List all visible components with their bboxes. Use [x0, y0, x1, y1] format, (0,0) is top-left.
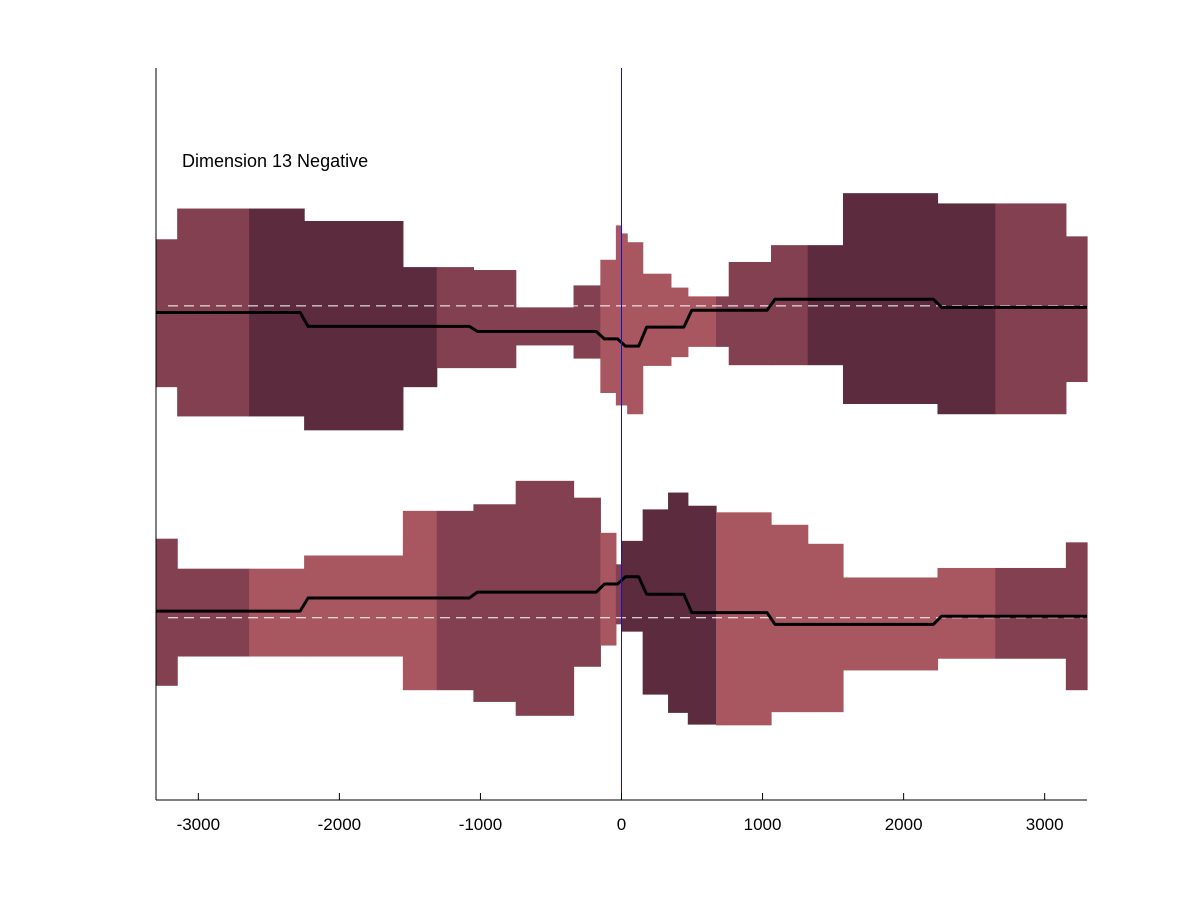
axes-layer: -3000 -2000 -1000 0 1000 2000 3000 [155, 68, 1087, 834]
band-1-segment [807, 245, 844, 366]
band-1-segment [615, 225, 623, 406]
band-2-segment [621, 540, 644, 632]
band-2-segment [687, 505, 717, 725]
band-1-segment [670, 287, 689, 358]
band-1-segment [473, 270, 517, 369]
band-1-segment [728, 261, 772, 366]
band-1-segment [515, 307, 575, 346]
x-tick-label: 0 [617, 815, 626, 834]
band-2-segment [937, 567, 996, 659]
band-2-segment [615, 564, 623, 625]
band-2-segment [573, 497, 601, 667]
band-1-segment [771, 245, 809, 366]
x-tick-label: -3000 [177, 815, 220, 834]
band-2-segment [600, 532, 617, 646]
band-1-segment [621, 233, 628, 406]
x-tick-label: -2000 [318, 815, 361, 834]
band-1-trend-line [156, 297, 1087, 348]
band-2-segment [436, 510, 474, 691]
band-2-segment [771, 524, 809, 713]
band-1-segment [1065, 236, 1088, 383]
band-2 [156, 480, 1088, 726]
band-2-segment [402, 510, 438, 691]
band-1-segment [627, 242, 644, 415]
band-1-segment [642, 273, 672, 366]
band-2-segment [515, 480, 575, 716]
x-tick-label: 3000 [1026, 815, 1064, 834]
band-2-segment [716, 512, 772, 726]
band-1-segment [716, 296, 730, 347]
x-tick-label: 2000 [885, 815, 923, 834]
chart-annotation: Dimension 13 Negative [182, 151, 368, 171]
band-1-segment [687, 296, 717, 347]
band-1-segment [600, 259, 617, 393]
band-2-trend-line [156, 575, 1087, 626]
band-1-segment [436, 267, 474, 369]
x-tick-label: 1000 [744, 815, 782, 834]
band-2-segment [668, 492, 689, 713]
x-tick-label: -1000 [459, 815, 502, 834]
band-2-segment [807, 543, 844, 713]
band-1-segment [573, 285, 601, 359]
band-2-segment [304, 555, 404, 657]
lines-layer [156, 68, 1087, 800]
band-2-segment [995, 567, 1067, 659]
band-2-segment [642, 509, 669, 695]
band-2-segment [473, 504, 517, 702]
